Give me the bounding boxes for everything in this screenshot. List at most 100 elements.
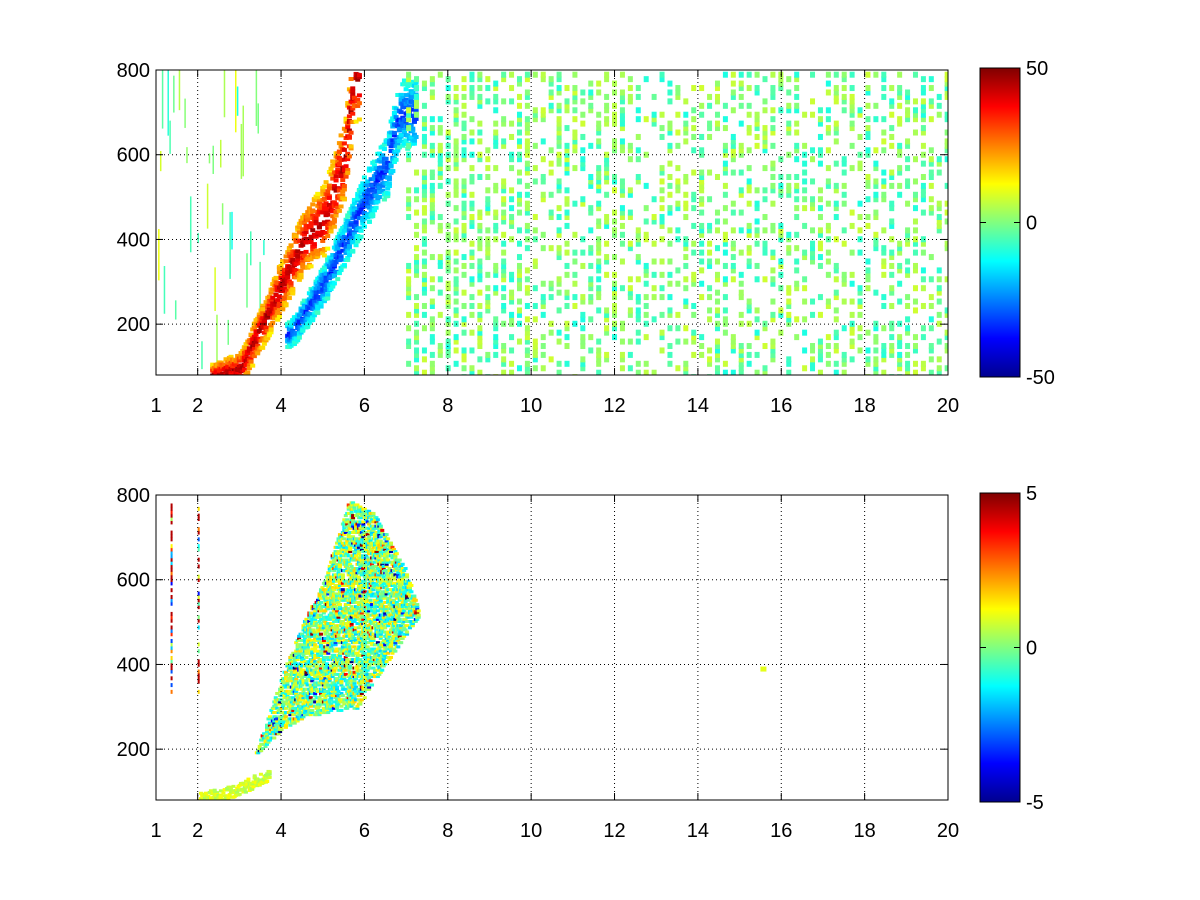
heat-cell [313, 219, 319, 224]
heat-cell [286, 698, 291, 702]
heat-cell [358, 190, 364, 195]
heat-cell [730, 347, 736, 354]
heat-cell [738, 71, 744, 78]
heat-cell [746, 262, 752, 269]
heat-cell [398, 92, 404, 97]
heat-cell [308, 685, 313, 689]
heat-cell [332, 668, 337, 672]
heat-cell [390, 138, 396, 143]
heat-cell [337, 564, 342, 568]
x-tick-label: 1 [150, 395, 161, 417]
heat-cell [691, 147, 697, 154]
heat-cell [311, 607, 316, 611]
heat-streak [167, 70, 169, 136]
heatmap-cells [158, 70, 948, 375]
heat-cell [285, 721, 290, 725]
heat-streak [197, 233, 199, 244]
heat-cell [770, 165, 776, 172]
heat-cell [413, 107, 419, 112]
heat-cell [477, 227, 483, 234]
heat-cell [580, 156, 586, 163]
heat-cell [659, 133, 665, 140]
heat-cell [288, 713, 293, 717]
heat-cell [865, 102, 871, 109]
heat-cell [746, 320, 752, 327]
heat-cell [580, 334, 586, 341]
heat-cell [501, 200, 507, 207]
heat-cell [714, 227, 720, 234]
heat-cell [699, 231, 705, 238]
heat-cell [283, 670, 288, 674]
heat-cell [635, 156, 641, 163]
heat-cell [285, 719, 290, 723]
heat-cell [722, 280, 728, 287]
heat-cell [327, 679, 332, 683]
heat-cell [339, 622, 344, 626]
heat-cell [477, 129, 483, 136]
heat-cell [323, 206, 329, 211]
heat-cell [326, 596, 331, 600]
heat-cell [360, 221, 366, 226]
heat-cell [556, 227, 562, 234]
heat-cell [350, 119, 356, 124]
heat-cell [912, 360, 918, 367]
heat-cell [282, 694, 287, 698]
heat-cell [267, 715, 272, 719]
heat-cell [596, 258, 602, 265]
heat-cell [825, 125, 831, 132]
heat-cell [889, 205, 895, 212]
heat-cell [445, 98, 451, 105]
heat-cell [321, 221, 327, 226]
heat-cell [340, 658, 345, 662]
heat-cell [286, 320, 292, 325]
heat-cell [588, 178, 594, 185]
heat-cell [572, 89, 578, 96]
heat-cell [612, 80, 618, 87]
heat-cell [326, 675, 331, 679]
heat-cell [318, 668, 323, 672]
heat-cell [493, 182, 499, 189]
heat-cell [453, 280, 459, 287]
heat-cell [786, 302, 792, 309]
heat-cell [345, 157, 351, 162]
heat-cell [833, 93, 839, 100]
heat-cell [295, 645, 300, 649]
heat-cell [302, 636, 307, 640]
heat-cell [310, 632, 315, 636]
heat-cell [825, 227, 831, 234]
heat-cell [485, 200, 491, 207]
heat-cell [841, 191, 847, 198]
heat-cell [833, 129, 839, 136]
heat-cell [361, 198, 367, 203]
heat-cell [485, 85, 491, 92]
heat-cell [604, 178, 610, 185]
heat-cell [343, 117, 349, 122]
heat-cell [327, 579, 332, 583]
heat-cell [667, 147, 673, 154]
heat-cell [920, 98, 926, 105]
heat-cell [889, 111, 895, 118]
heat-cell [928, 294, 934, 301]
heat-cell [333, 210, 339, 215]
heat-cell [817, 160, 823, 167]
heat-cell [540, 173, 546, 180]
heat-cell [857, 249, 863, 256]
heat-cell [881, 369, 887, 375]
heat-cell [944, 276, 948, 283]
heat-cell [516, 102, 522, 109]
heat-cell [337, 658, 342, 662]
heat-cell [310, 689, 315, 693]
heat-cell [627, 294, 633, 301]
heat-cell [675, 129, 681, 136]
heat-cell [485, 76, 491, 83]
heat-cell [278, 266, 284, 271]
heat-cell [329, 708, 334, 712]
heat-cell [477, 245, 483, 252]
heat-cell [414, 262, 420, 269]
heat-cell [524, 289, 530, 296]
heat-cell [437, 289, 443, 296]
heat-streak [231, 211, 233, 250]
heat-cell [296, 335, 302, 340]
heat-cell [326, 264, 332, 269]
heat-cell [329, 617, 334, 621]
